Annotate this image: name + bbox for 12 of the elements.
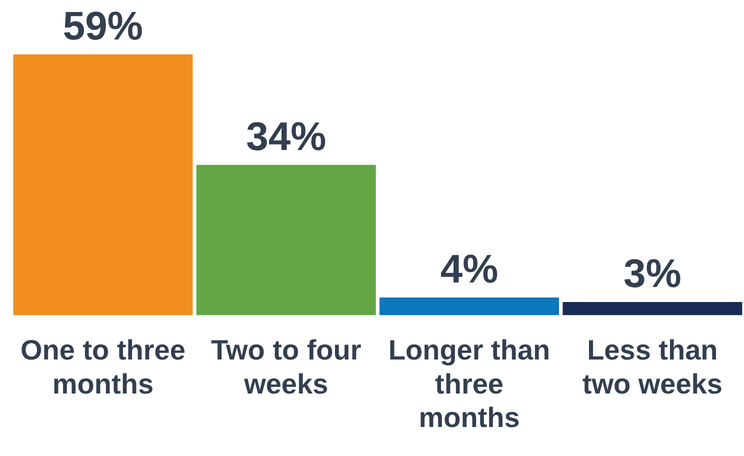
data-label: 34% — [246, 114, 326, 159]
bar — [196, 164, 376, 316]
bar — [562, 302, 742, 316]
bar — [380, 298, 560, 316]
data-label: 59% — [62, 4, 143, 48]
x-tick-label: Two to four weeks — [210, 334, 362, 400]
x-tick-label: Less than two weeks — [582, 334, 722, 400]
x-tick-label: One to three months — [20, 334, 186, 400]
x-tick-label: Longer than three months — [388, 334, 550, 433]
data-label: 3% — [624, 252, 682, 296]
bar — [13, 54, 193, 316]
data-label: 4% — [440, 248, 498, 292]
